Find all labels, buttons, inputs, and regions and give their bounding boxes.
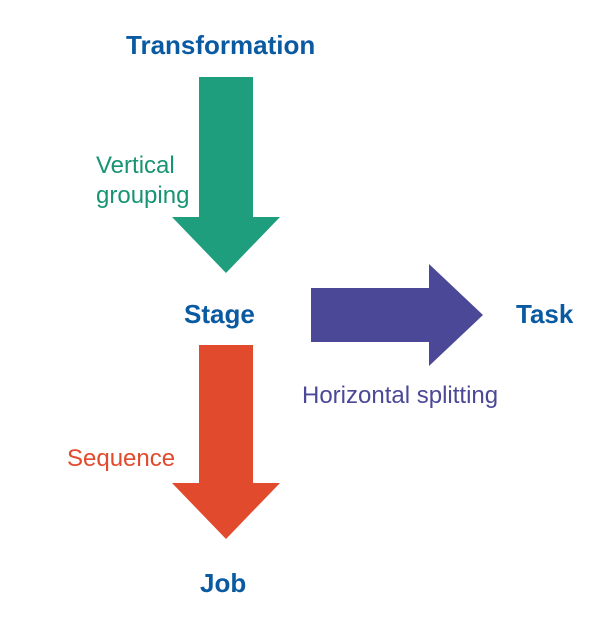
node-label: Stage	[184, 299, 255, 329]
arrow-label-text: Sequence	[67, 445, 175, 472]
arrow-label-text: Horizontal splitting	[302, 382, 498, 409]
node-label: Transformation	[126, 30, 315, 60]
arrow-sequence	[172, 345, 280, 539]
node-task: Task	[516, 299, 573, 330]
label-vertical-grouping: Vertical grouping	[96, 121, 189, 211]
arrow-label-text: Vertical grouping	[96, 152, 189, 209]
node-transformation: Transformation	[126, 30, 315, 61]
label-sequence: Sequence	[67, 414, 175, 474]
node-stage: Stage	[184, 299, 255, 330]
label-horizontal-splitting: Horizontal splitting	[302, 351, 498, 411]
node-label: Job	[200, 568, 246, 598]
node-job: Job	[200, 568, 246, 599]
node-label: Task	[516, 299, 573, 329]
